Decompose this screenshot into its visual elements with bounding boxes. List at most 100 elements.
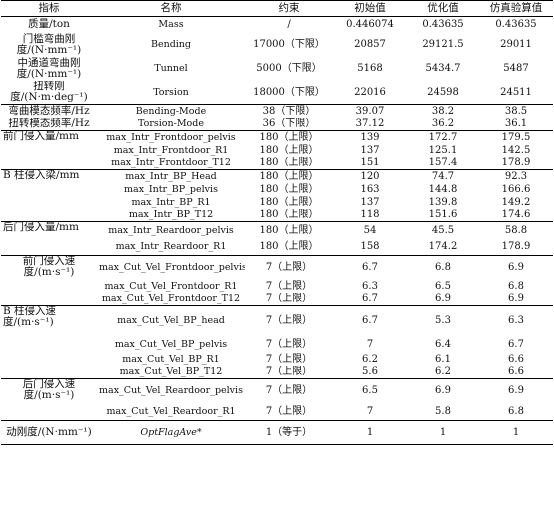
- validation-cell: 1: [479, 420, 553, 445]
- initial-cell: 6.3: [362, 280, 378, 292]
- indicator-cell: 门槛弯曲刚度/(N·mm⁻¹): [16, 32, 82, 56]
- validation-cell: 149.2: [501, 196, 531, 208]
- constraint-cell: 180（上限）: [259, 209, 319, 221]
- results-table-container: 指标 名称 约束 初始值 优化值 仿真验算值 质量/ton Mass / 0.4…: [1, 0, 553, 445]
- initial-cell: 54: [333, 221, 407, 239]
- optimized-cell: 174.2: [428, 241, 458, 253]
- name-cell: max_Cut_Vel_BP_pelvis: [114, 338, 228, 350]
- header-constraint: 约束: [245, 0, 333, 17]
- initial-cell: 6.2: [362, 353, 378, 365]
- table-row: 后门侵入量/mm max_Intr_Reardoor_pelvis 180（上限…: [1, 221, 553, 256]
- validation-cell: 36.1: [504, 118, 528, 130]
- table-row: 弯曲模态频率/Hz Bending-Mode 38（下限） 39.07 38.2…: [1, 104, 553, 118]
- validation-cell: 6.3: [479, 305, 553, 336]
- initial-cell: 6.7: [362, 293, 378, 305]
- optimized-cell: 6.9: [435, 293, 451, 305]
- name-cell: Torsion-Mode: [138, 118, 204, 130]
- validation-cell: 0.43635: [495, 19, 537, 31]
- name-cell: Tunnel: [154, 63, 188, 74]
- validation-cell: 29011: [500, 39, 532, 50]
- table-row: max_Intr_Frontdoor_T12 180（上限） 151 157.4…: [1, 157, 553, 170]
- initial-cell: 5.6: [362, 366, 378, 378]
- constraint-cell: 7（上限）: [265, 280, 313, 292]
- table-row: max_Cut_Vel_BP_pelvis 7（上限） 7 6.4 6.7: [1, 336, 553, 353]
- constraint-cell: 7（上限）: [245, 255, 333, 280]
- validation-cell: 6.8: [508, 280, 524, 292]
- validation-cell: 6.6: [508, 353, 524, 365]
- table-row: 中通道弯曲刚度/(N·mm⁻¹) Tunnel 5000（下限） 5168 54…: [1, 57, 553, 81]
- initial-cell: 158: [360, 241, 380, 253]
- optimized-cell: 38.2: [407, 104, 479, 118]
- initial-cell: 6.5: [333, 378, 407, 403]
- validation-cell: 6.8: [508, 405, 524, 417]
- optimized-cell: 172.7: [407, 130, 479, 144]
- optimized-cell: 6.5: [435, 280, 451, 292]
- optimized-cell: 6.1: [435, 353, 451, 365]
- optimization-results-table: 指标 名称 约束 初始值 优化值 仿真验算值 质量/ton Mass / 0.4…: [1, 0, 553, 445]
- table-row: max_Cut_Vel_BP_T12 7（上限） 5.6 6.2 6.6: [1, 366, 553, 379]
- initial-cell: 139: [333, 130, 407, 144]
- header-indicator: 指标: [1, 0, 97, 17]
- name-cell: max_Cut_Vel_BP_R1: [122, 353, 220, 365]
- name-cell: max_Intr_BP_R1: [131, 196, 211, 208]
- validation-cell: 6.9: [479, 378, 553, 403]
- validation-cell: 6.7: [508, 338, 524, 350]
- constraint-cell: 7（上限）: [265, 353, 313, 365]
- optimized-cell: 6.4: [435, 338, 451, 350]
- optimized-cell: 74.7: [407, 169, 479, 183]
- constraint-cell: /: [287, 19, 291, 31]
- name-cell: max_Cut_Vel_Reardoor_R1: [106, 405, 236, 417]
- validation-cell: 5487: [503, 63, 529, 74]
- validation-cell: 92.3: [479, 169, 553, 183]
- optimized-cell: 5.3: [407, 305, 479, 336]
- validation-cell: 6.6: [508, 366, 524, 378]
- name-cell: max_Intr_Frontdoor_pelvis: [97, 130, 245, 144]
- initial-cell: 6.7: [333, 255, 407, 280]
- optimized-cell: 5434.7: [425, 63, 461, 74]
- indicator-cell: B 柱侵入梁/mm: [1, 169, 97, 222]
- indicator-cell: 扭转刚度/(N·m·deg⁻¹): [10, 80, 88, 104]
- initial-cell: 163: [360, 183, 380, 195]
- initial-cell: 151: [360, 157, 380, 169]
- table-row: max_Intr_BP_pelvis 180（上限） 163 144.8 166…: [1, 183, 553, 196]
- name-cell: max_Intr_Frontdoor_R1: [113, 144, 229, 156]
- name-cell: max_Intr_Reardoor_pelvis: [97, 221, 245, 239]
- table-row: 动刚度/(N·mm⁻¹) OptFlagAve* 1（等于） 1 1 1: [1, 420, 553, 445]
- validation-cell: 179.5: [479, 130, 553, 144]
- optimized-cell: 24598: [427, 86, 459, 98]
- name-cell: Bending: [150, 39, 192, 50]
- table-row: 前门侵入速度/(m·s⁻¹) max_Cut_Vel_Frontdoor_pel…: [1, 255, 553, 306]
- table-row: B 柱侵入梁/mm max_Intr_BP_Head 180（上限） 120 7…: [1, 169, 553, 222]
- indicator-cell: 后门侵入速度/(m·s⁻¹): [1, 378, 97, 421]
- constraint-cell: 180（上限）: [245, 221, 333, 239]
- name-cell: Bending-Mode: [97, 104, 245, 118]
- table-row: max_Intr_BP_T12 180（上限） 118 151.6 174.6: [1, 209, 553, 222]
- indicator-cell: 前门侵入量/mm: [1, 130, 97, 170]
- initial-cell: 118: [360, 209, 380, 221]
- validation-cell: 6.9: [479, 255, 553, 280]
- table-row: max_Cut_Vel_Frontdoor_R1 7（上限） 6.3 6.5 6…: [1, 280, 553, 293]
- validation-cell: 178.9: [501, 157, 531, 169]
- constraint-cell: 180（上限）: [259, 196, 319, 208]
- constraint-cell: 7（上限）: [245, 378, 333, 403]
- table-row: 质量/ton Mass / 0.446074 0.43635 0.43635: [1, 17, 553, 33]
- validation-cell: 178.9: [501, 241, 531, 253]
- name-cell: max_Intr_Frontdoor_T12: [111, 157, 231, 169]
- validation-cell: 24511: [500, 86, 532, 98]
- name-cell: max_Intr_BP_T12: [128, 209, 214, 221]
- initial-cell: 7: [366, 338, 374, 350]
- constraint-cell: 180（上限）: [259, 144, 319, 156]
- optimized-cell: 36.2: [431, 118, 455, 130]
- table-row: 前门侵入量/mm max_Intr_Frontdoor_pelvis 180（上…: [1, 130, 553, 170]
- validation-cell: 142.5: [501, 144, 531, 156]
- name-cell: max_Cut_Vel_Reardoor_pelvis: [97, 378, 245, 403]
- optimized-cell: 6.8: [407, 255, 479, 280]
- constraint-cell: 17000（下限）: [253, 39, 325, 50]
- name-cell: max_Cut_Vel_Frontdoor_R1: [104, 280, 238, 292]
- optimized-cell: 6.9: [407, 378, 479, 403]
- optimized-cell: 144.8: [428, 183, 458, 195]
- name-cell: max_Intr_BP_Head: [97, 169, 245, 183]
- constraint-cell: 38（下限）: [245, 104, 333, 118]
- initial-cell: 137: [360, 196, 380, 208]
- table-row: max_Intr_Reardoor_R1 180（上限） 158 174.2 1…: [1, 239, 553, 256]
